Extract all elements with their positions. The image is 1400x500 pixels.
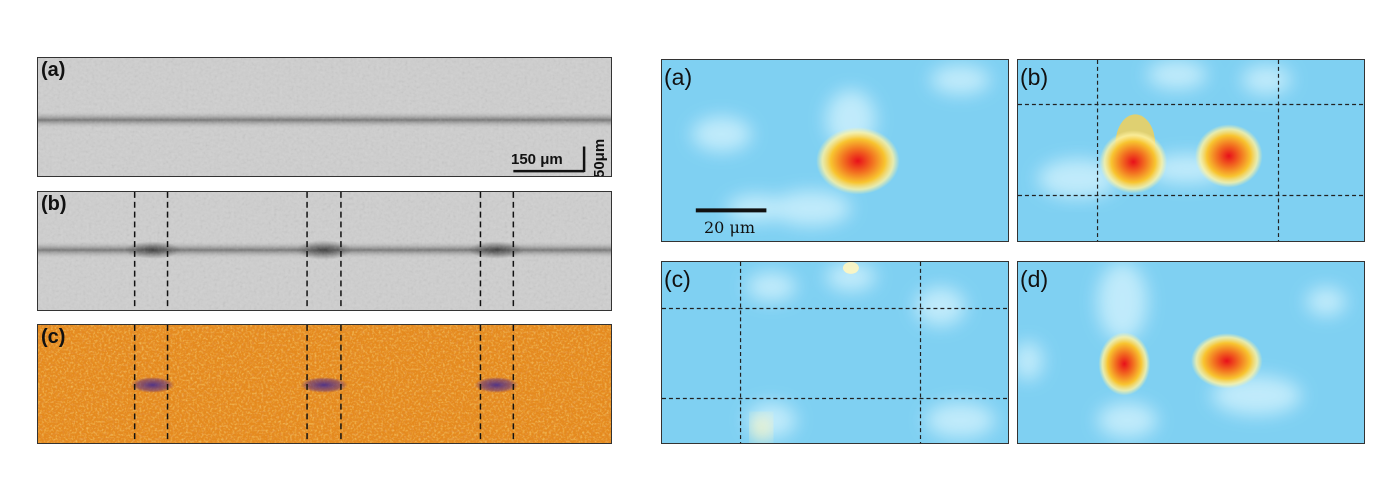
heatmap-d — [1018, 262, 1364, 443]
left-panel-c: (c) — [37, 324, 612, 444]
panel-label: (a) — [41, 59, 66, 81]
panel-label: (d) — [1020, 266, 1049, 292]
right-panel-d: (d) — [1017, 261, 1365, 444]
right-panel-c: (c) — [661, 261, 1009, 444]
dashed-guides — [133, 192, 515, 310]
left-panel-b: (b) — [37, 191, 612, 311]
grayscale-image-b — [38, 192, 611, 310]
heatmap-b — [1018, 60, 1364, 241]
scalebar-vertical-label: 50μm — [591, 138, 608, 177]
panel-label: (c) — [41, 326, 66, 348]
panel-label: (c) — [664, 266, 691, 292]
left-panel-a: (a) 150 μm 50μm — [37, 57, 612, 177]
panel-label: (b) — [41, 193, 67, 215]
scalebar-horizontal-label: 150 μm — [511, 151, 563, 168]
dashed-guides — [662, 262, 1008, 443]
right-panel-a: (a) 20 μm — [661, 59, 1009, 242]
panel-label: (a) — [664, 64, 693, 90]
scalebar-label: 20 μm — [704, 218, 756, 237]
panel-label: (b) — [1020, 64, 1049, 90]
colormap-image-c — [38, 325, 611, 443]
right-panel-b: (b) — [1017, 59, 1365, 242]
grayscale-image-a — [38, 58, 611, 176]
heatmap-a — [662, 60, 1008, 241]
dashed-guides — [1018, 60, 1364, 241]
heatmap-c — [662, 262, 1008, 443]
